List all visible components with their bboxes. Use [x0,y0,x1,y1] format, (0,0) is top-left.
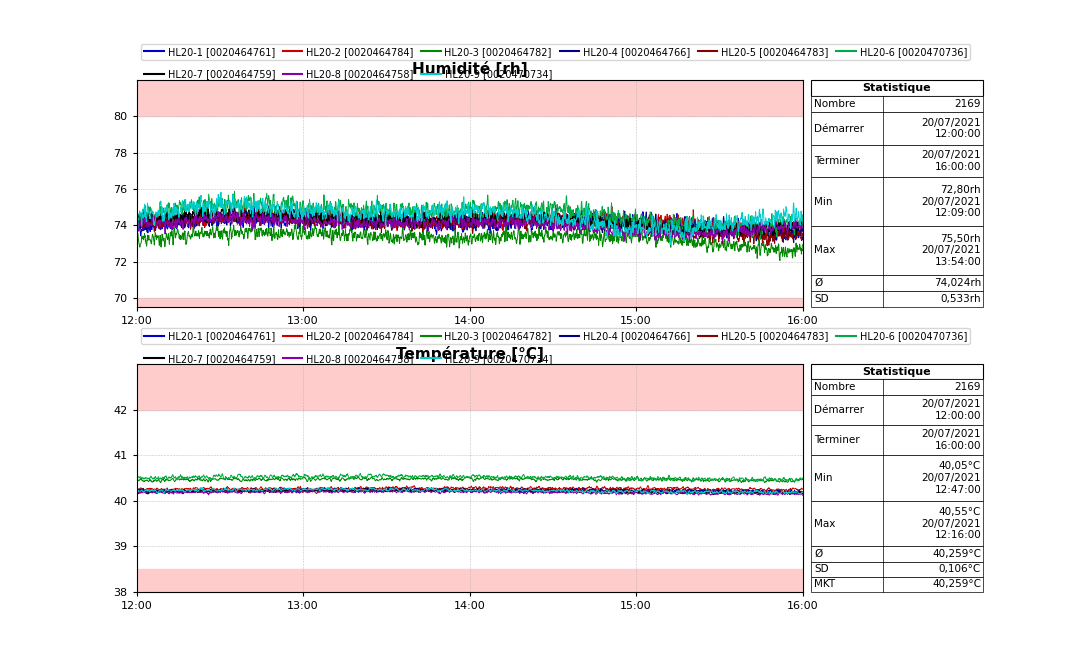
Text: 20/07/2021
16:00:00: 20/07/2021 16:00:00 [922,430,981,451]
Text: 40,05°C
20/07/2021
12:47:00: 40,05°C 20/07/2021 12:47:00 [922,462,981,495]
Text: 40,55°C
20/07/2021
12:16:00: 40,55°C 20/07/2021 12:16:00 [922,507,981,540]
Text: Démarrer: Démarrer [815,124,865,134]
Bar [811,275,983,291]
Text: 75,50rh
20/07/2021
13:54:00: 75,50rh 20/07/2021 13:54:00 [922,234,981,267]
Bar [811,80,983,96]
Text: 72,80rh
20/07/2021
12:09:00: 72,80rh 20/07/2021 12:09:00 [922,185,981,218]
Text: Min: Min [815,473,833,483]
Text: Nombre: Nombre [815,382,856,392]
Bar [136,80,803,116]
Text: Terminer: Terminer [815,435,860,445]
Bar [811,364,983,380]
Text: Démarrer: Démarrer [815,405,865,415]
Bar [811,291,983,307]
Text: 40,259°C: 40,259°C [933,549,981,559]
Text: Nombre: Nombre [815,99,856,109]
Text: 74,024rh: 74,024rh [934,278,981,288]
Bar [136,569,803,592]
Bar [811,96,983,112]
Title: Température [°C]: Température [°C] [395,346,544,362]
Text: 0,533rh: 0,533rh [940,294,981,305]
Bar [811,561,983,577]
Text: 20/07/2021
12:00:00: 20/07/2021 12:00:00 [922,118,981,140]
Text: Statistique: Statistique [863,83,931,93]
Bar [811,380,983,394]
Text: 20/07/2021
16:00:00: 20/07/2021 16:00:00 [922,150,981,172]
Text: Max: Max [815,519,835,529]
Text: 0,106°C: 0,106°C [939,564,981,574]
Bar [136,364,803,410]
Bar [136,299,803,307]
Text: Min: Min [815,197,833,207]
Text: SD: SD [815,564,829,574]
Bar [811,547,983,561]
Text: 20/07/2021
12:00:00: 20/07/2021 12:00:00 [922,399,981,420]
Legend: HL20-7 [0020464759], HL20-8 [0020464758], HL20-9 [0020470734]: HL20-7 [0020464759], HL20-8 [0020464758]… [141,351,555,367]
Text: Terminer: Terminer [815,156,860,166]
Text: SD: SD [815,294,829,305]
Text: Ø: Ø [815,278,822,288]
Title: Humidité [rh]: Humidité [rh] [412,61,527,77]
Text: 2169: 2169 [954,99,981,109]
Text: Ø: Ø [815,549,822,559]
Text: 40,259°C: 40,259°C [933,579,981,589]
Text: Statistique: Statistique [863,367,931,377]
Legend: HL20-7 [0020464759], HL20-8 [0020464758], HL20-9 [0020470734]: HL20-7 [0020464759], HL20-8 [0020464758]… [141,66,555,82]
Text: MKT: MKT [815,579,835,589]
Bar [811,577,983,592]
Text: Max: Max [815,245,835,255]
Text: 2169: 2169 [954,382,981,392]
